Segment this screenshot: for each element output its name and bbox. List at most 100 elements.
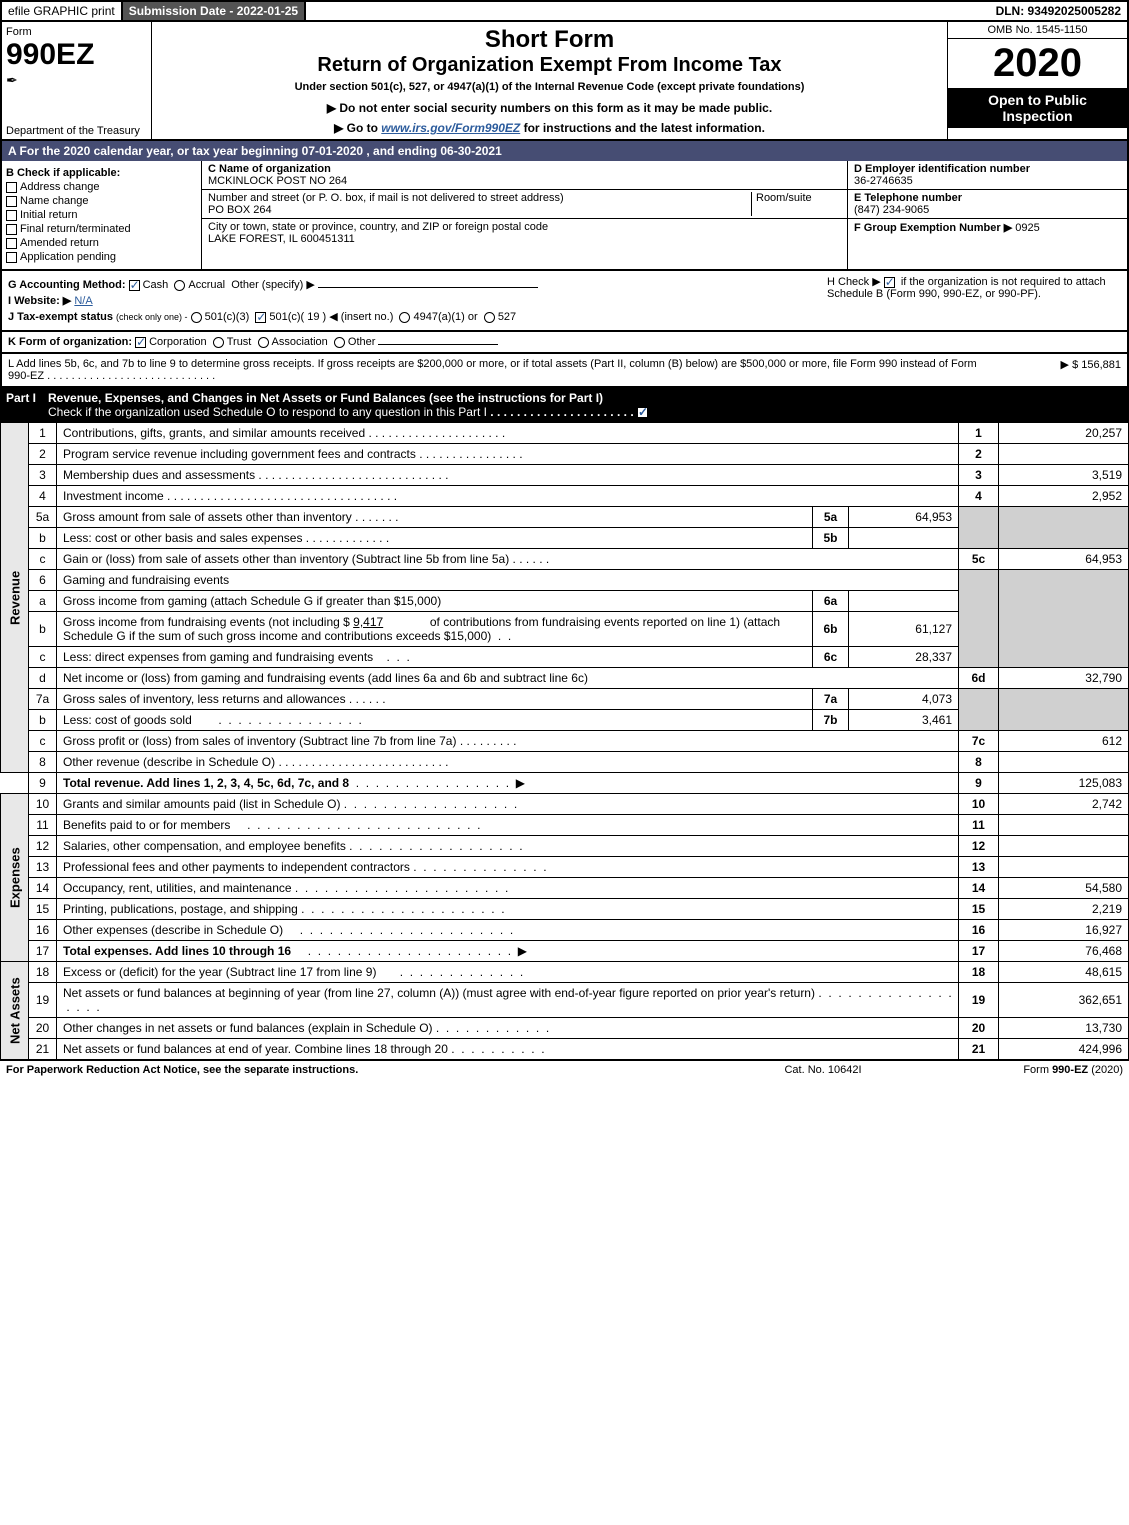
ln6c-sub: 6c bbox=[813, 647, 849, 668]
ln1-desc: Contributions, gifts, grants, and simila… bbox=[57, 423, 959, 444]
ln6abc-gray bbox=[959, 570, 999, 668]
ln2-num: 2 bbox=[29, 444, 57, 465]
ln7b-desc: Less: cost of goods sold . . . . . . . .… bbox=[57, 710, 813, 731]
f-label: F Group Exemption Number ▶ bbox=[854, 222, 1012, 234]
ln5b-desc: Less: cost or other basis and sales expe… bbox=[57, 528, 813, 549]
ln17-desc: Total expenses. Add lines 10 through 16 … bbox=[57, 941, 959, 962]
b-item-3: Final return/terminated bbox=[20, 223, 131, 235]
chk-address-change[interactable] bbox=[6, 182, 17, 193]
k-assoc[interactable] bbox=[258, 337, 269, 348]
part1-check[interactable] bbox=[637, 407, 648, 418]
chk-application-pending[interactable] bbox=[6, 252, 17, 263]
part1-table: Revenue 1 Contributions, gifts, grants, … bbox=[0, 422, 1129, 1060]
street-value: PO BOX 264 bbox=[208, 204, 272, 216]
irs-link[interactable]: www.irs.gov/Form990EZ bbox=[381, 121, 520, 135]
ln16-box: 16 bbox=[959, 920, 999, 941]
k3: Association bbox=[272, 336, 328, 348]
submission-date: Submission Date - 2022-01-25 bbox=[123, 2, 306, 20]
b-item-5: Application pending bbox=[20, 251, 116, 263]
chk-amended-return[interactable] bbox=[6, 238, 17, 249]
k-corp[interactable] bbox=[135, 337, 146, 348]
side-expenses: Expenses bbox=[1, 794, 29, 962]
b-label: B Check if applicable: bbox=[6, 167, 120, 179]
h-pre: H Check ▶ bbox=[827, 276, 881, 288]
ln6d-box: 6d bbox=[959, 668, 999, 689]
ln13-box: 13 bbox=[959, 857, 999, 878]
ln4-amt: 2,952 bbox=[999, 486, 1129, 507]
ln10-amt: 2,742 bbox=[999, 794, 1129, 815]
l-value: ▶ $ 156,881 bbox=[1001, 358, 1121, 382]
ln11-num: 11 bbox=[29, 815, 57, 836]
chk-final-return[interactable] bbox=[6, 224, 17, 235]
j-527[interactable] bbox=[484, 312, 495, 323]
ln15-num: 15 bbox=[29, 899, 57, 920]
section-b: B Check if applicable: Address change Na… bbox=[2, 161, 202, 269]
part1-check-text: Check if the organization used Schedule … bbox=[48, 405, 487, 419]
ln6d-num: d bbox=[29, 668, 57, 689]
j-501c[interactable] bbox=[255, 312, 266, 323]
l-text: L Add lines 5b, 6c, and 7b to line 9 to … bbox=[8, 358, 977, 382]
efile-label[interactable]: efile GRAPHIC print bbox=[2, 2, 123, 20]
ln12-box: 12 bbox=[959, 836, 999, 857]
ln6-desc: Gaming and fundraising events bbox=[57, 570, 959, 591]
ln6d-desc: Net income or (loss) from gaming and fun… bbox=[57, 668, 959, 689]
ln6b-contrib: 9,417 bbox=[353, 615, 383, 629]
chk-initial-return[interactable] bbox=[6, 210, 17, 221]
return-title: Return of Organization Exempt From Incom… bbox=[156, 54, 943, 77]
ln9-box: 9 bbox=[959, 773, 999, 794]
j-sub: (check only one) - bbox=[116, 312, 188, 322]
e-label: E Telephone number bbox=[854, 192, 962, 204]
form-id-block: Form 990EZ ✒ Department of the Treasury bbox=[2, 22, 152, 139]
identifiers-block: D Employer identification number 36-2746… bbox=[847, 161, 1127, 269]
b-item-1: Name change bbox=[20, 195, 89, 207]
room-suite: Room/suite bbox=[751, 192, 841, 216]
ln8-box: 8 bbox=[959, 752, 999, 773]
ssn-warning: ▶ Do not enter social security numbers o… bbox=[156, 101, 943, 115]
k-block: K Form of organization: Corporation Trus… bbox=[0, 332, 1129, 354]
ln10-num: 10 bbox=[29, 794, 57, 815]
part1-header: Part I Revenue, Expenses, and Changes in… bbox=[0, 388, 1129, 422]
ln16-num: 16 bbox=[29, 920, 57, 941]
ln1-box: 1 bbox=[959, 423, 999, 444]
j-label: J Tax-exempt status bbox=[8, 311, 113, 323]
ln7a-sub: 7a bbox=[813, 689, 849, 710]
website-value[interactable]: N/A bbox=[74, 295, 92, 307]
ln5b-num: b bbox=[29, 528, 57, 549]
ln13-num: 13 bbox=[29, 857, 57, 878]
j-501c3[interactable] bbox=[191, 312, 202, 323]
ln7c-box: 7c bbox=[959, 731, 999, 752]
form-title-block: Short Form Return of Organization Exempt… bbox=[152, 22, 947, 139]
ln13-amt bbox=[999, 857, 1129, 878]
ln3-amt: 3,519 bbox=[999, 465, 1129, 486]
side-revenue: Revenue bbox=[1, 423, 29, 773]
city-label: City or town, state or province, country… bbox=[208, 221, 548, 233]
ln5a-num: 5a bbox=[29, 507, 57, 528]
ein-value: 36-2746635 bbox=[854, 175, 913, 187]
chk-accrual[interactable] bbox=[174, 280, 185, 291]
j2: 501(c)( 19 ) ◀ (insert no.) bbox=[269, 311, 393, 323]
ln14-desc: Occupancy, rent, utilities, and maintena… bbox=[57, 878, 959, 899]
footer-center: Cat. No. 10642I bbox=[723, 1064, 923, 1076]
ln1-amt: 20,257 bbox=[999, 423, 1129, 444]
ln10-desc: Grants and similar amounts paid (list in… bbox=[57, 794, 959, 815]
ln18-amt: 48,615 bbox=[999, 962, 1129, 983]
ln9-num: 9 bbox=[29, 773, 57, 794]
chk-name-change[interactable] bbox=[6, 196, 17, 207]
form-label: Form bbox=[6, 26, 147, 38]
entity-block: B Check if applicable: Address change Na… bbox=[0, 161, 1129, 271]
g-cash: Cash bbox=[143, 279, 169, 291]
ln18-desc: Excess or (deficit) for the year (Subtra… bbox=[57, 962, 959, 983]
ln9-desc: Total revenue. Add lines 1, 2, 3, 4, 5c,… bbox=[57, 773, 959, 794]
ln6b-sub: 6b bbox=[813, 612, 849, 647]
ln2-box: 2 bbox=[959, 444, 999, 465]
k-trust[interactable] bbox=[213, 337, 224, 348]
j-4947[interactable] bbox=[399, 312, 410, 323]
ln6-num: 6 bbox=[29, 570, 57, 591]
chk-cash[interactable] bbox=[129, 280, 140, 291]
chk-schedule-b[interactable] bbox=[884, 277, 895, 288]
ln20-amt: 13,730 bbox=[999, 1018, 1129, 1039]
ln15-amt: 2,219 bbox=[999, 899, 1129, 920]
ln12-num: 12 bbox=[29, 836, 57, 857]
k-other[interactable] bbox=[334, 337, 345, 348]
d-label: D Employer identification number bbox=[854, 163, 1030, 175]
